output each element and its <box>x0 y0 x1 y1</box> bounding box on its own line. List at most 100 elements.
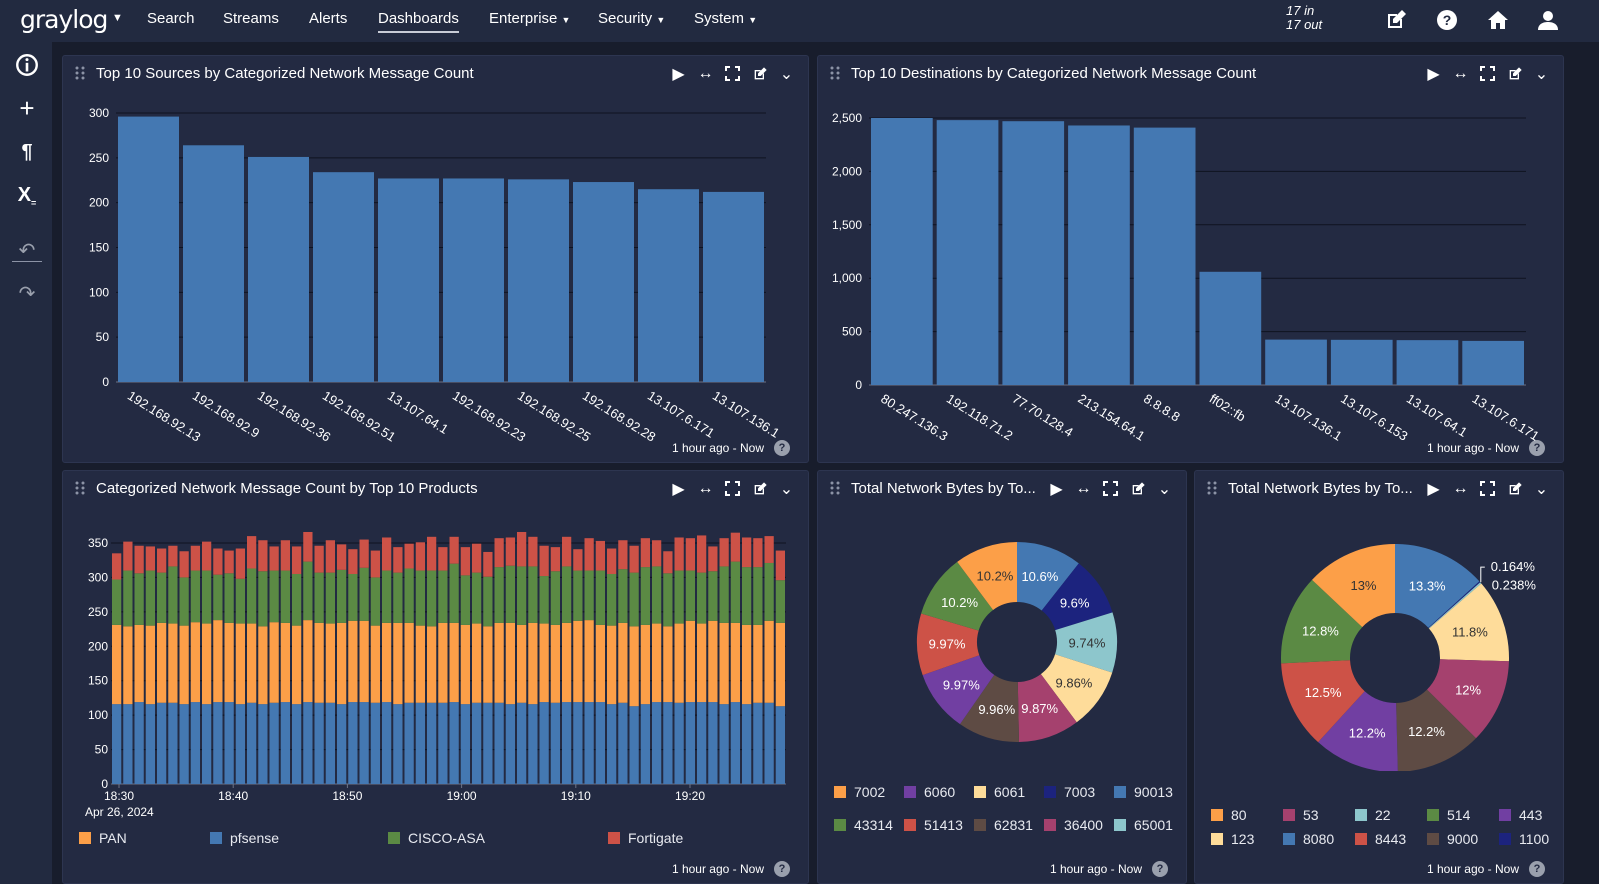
bar-segment-pfsense[interactable] <box>539 702 549 784</box>
bar-segment-pfsense[interactable] <box>247 702 257 784</box>
bar-segment-pfsense[interactable] <box>258 704 268 784</box>
bar-segment-pfsense[interactable] <box>708 702 718 784</box>
legend-item[interactable]: 90013 <box>1114 784 1173 800</box>
expand-horizontal-icon[interactable]: ↔ <box>1452 479 1469 497</box>
bar-segment-pan[interactable] <box>584 620 594 703</box>
info-icon[interactable] <box>14 52 40 78</box>
bar[interactable] <box>313 172 374 382</box>
bar[interactable] <box>443 178 504 382</box>
bar-segment-cisco-asa[interactable] <box>370 577 380 626</box>
legend-item[interactable]: 443 <box>1499 807 1542 823</box>
bar-segment-pfsense[interactable] <box>764 702 774 784</box>
legend-item[interactable]: 7003 <box>1044 784 1095 800</box>
bar-segment-cisco-asa[interactable] <box>550 571 560 625</box>
pie-slice[interactable] <box>1281 660 1365 743</box>
bar-segment-cisco-asa[interactable] <box>190 570 200 623</box>
pie-slice[interactable] <box>957 542 1017 610</box>
pie-slice[interactable] <box>1426 659 1509 739</box>
bar-segment-fortigate[interactable] <box>157 548 167 573</box>
chevron-down-icon[interactable]: ⌄ <box>779 480 794 498</box>
bar-segment-pfsense[interactable] <box>269 702 279 784</box>
bar-segment-cisco-asa[interactable] <box>224 573 234 623</box>
fullscreen-icon[interactable] <box>1478 480 1497 497</box>
legend-item[interactable]: 53 <box>1283 807 1319 823</box>
play-icon[interactable]: ▶ <box>1427 480 1440 498</box>
bar-segment-fortigate[interactable] <box>314 545 324 573</box>
legend-item[interactable]: 8443 <box>1355 831 1406 847</box>
bar[interactable] <box>508 179 569 382</box>
chevron-down-icon[interactable]: ⌄ <box>1534 65 1549 83</box>
bar-segment-pfsense[interactable] <box>753 702 763 784</box>
help-icon[interactable]: ? <box>1529 440 1545 456</box>
bar-segment-pan[interactable] <box>539 623 549 703</box>
bar-segment-cisco-asa[interactable] <box>584 570 594 621</box>
pie-slice[interactable] <box>1017 542 1079 611</box>
nav-system[interactable]: System ▼ <box>694 10 757 27</box>
bar-segment-pan[interactable] <box>168 623 178 703</box>
bar-segment-pan[interactable] <box>618 622 628 703</box>
bar-segment-pfsense[interactable] <box>224 702 234 784</box>
bar-segment-pan[interactable] <box>348 620 358 703</box>
bar-segment-pan[interactable] <box>179 625 189 705</box>
bar-segment-fortigate[interactable] <box>179 551 189 578</box>
bar-segment-cisco-asa[interactable] <box>213 574 223 621</box>
bar-segment-pan[interactable] <box>404 622 414 703</box>
bar-segment-pfsense[interactable] <box>359 702 369 784</box>
bar-segment-pfsense[interactable] <box>584 702 594 784</box>
bar-segment-fortigate[interactable] <box>505 537 515 566</box>
bar-segment-cisco-asa[interactable] <box>494 567 504 623</box>
nav-dashboards[interactable]: Dashboards <box>378 10 459 33</box>
chevron-down-icon[interactable]: ⌄ <box>1534 480 1549 498</box>
bar-segment-pfsense[interactable] <box>494 702 504 784</box>
bar-segment-cisco-asa[interactable] <box>247 568 257 624</box>
bar-segment-pan[interactable] <box>753 624 763 703</box>
bar-segment-pfsense[interactable] <box>348 702 358 784</box>
bar-segment-pfsense[interactable] <box>528 704 538 784</box>
expand-horizontal-icon[interactable]: ↔ <box>697 479 714 497</box>
bar-segment-cisco-asa[interactable] <box>483 576 493 627</box>
bar-segment-pfsense[interactable] <box>157 702 167 784</box>
bar[interactable] <box>573 182 634 382</box>
bar-segment-pan[interactable] <box>280 622 290 703</box>
bar-segment-pan[interactable] <box>652 623 662 703</box>
bar-segment-pan[interactable] <box>460 624 470 705</box>
bar-segment-fortigate[interactable] <box>584 538 594 571</box>
edit-icon[interactable] <box>1505 65 1524 82</box>
drag-handle-icon[interactable] <box>830 66 840 80</box>
bar-segment-cisco-asa[interactable] <box>202 570 212 624</box>
bar-segment-fortigate[interactable] <box>595 540 605 571</box>
bar-segment-cisco-asa[interactable] <box>562 566 572 623</box>
pie-slice[interactable] <box>960 674 1019 742</box>
expand-horizontal-icon[interactable]: ↔ <box>1075 479 1092 497</box>
bar-segment-fortigate[interactable] <box>280 540 290 571</box>
bar[interactable] <box>638 189 699 382</box>
bar-segment-pan[interactable] <box>112 624 122 705</box>
bar-segment-cisco-asa[interactable] <box>325 572 335 624</box>
bar-segment-fortigate[interactable] <box>134 545 144 574</box>
bar-segment-cisco-asa[interactable] <box>303 561 313 621</box>
bar-segment-pfsense[interactable] <box>460 704 470 784</box>
bar-segment-fortigate[interactable] <box>775 550 785 581</box>
bar-segment-fortigate[interactable] <box>663 551 673 574</box>
pie-slice[interactable] <box>1396 689 1476 771</box>
bar-segment-fortigate[interactable] <box>460 547 470 576</box>
bar-segment-pfsense[interactable] <box>145 704 155 784</box>
bar-segment-pfsense[interactable] <box>742 704 752 784</box>
legend-item[interactable]: 1100 <box>1499 831 1549 847</box>
bar-segment-fortigate[interactable] <box>697 535 707 573</box>
bar-segment-fortigate[interactable] <box>370 550 380 578</box>
bar[interactable] <box>1002 121 1065 385</box>
bar-segment-fortigate[interactable] <box>730 532 740 562</box>
edit-icon[interactable] <box>750 480 769 497</box>
legend-item[interactable]: 6061 <box>974 784 1025 800</box>
edit-icon[interactable] <box>1384 8 1408 32</box>
bar-segment-fortigate[interactable] <box>190 545 200 571</box>
bar-segment-cisco-asa[interactable] <box>685 570 695 621</box>
fullscreen-icon[interactable] <box>723 65 742 82</box>
bar-segment-pan[interactable] <box>663 626 673 703</box>
bar-segment-cisco-asa[interactable] <box>145 570 155 626</box>
bar-segment-pan[interactable] <box>550 624 560 703</box>
bar-segment-pan[interactable] <box>595 624 605 703</box>
legend-item[interactable]: CISCO-ASA <box>388 830 485 846</box>
bar-segment-pan[interactable] <box>427 626 437 703</box>
